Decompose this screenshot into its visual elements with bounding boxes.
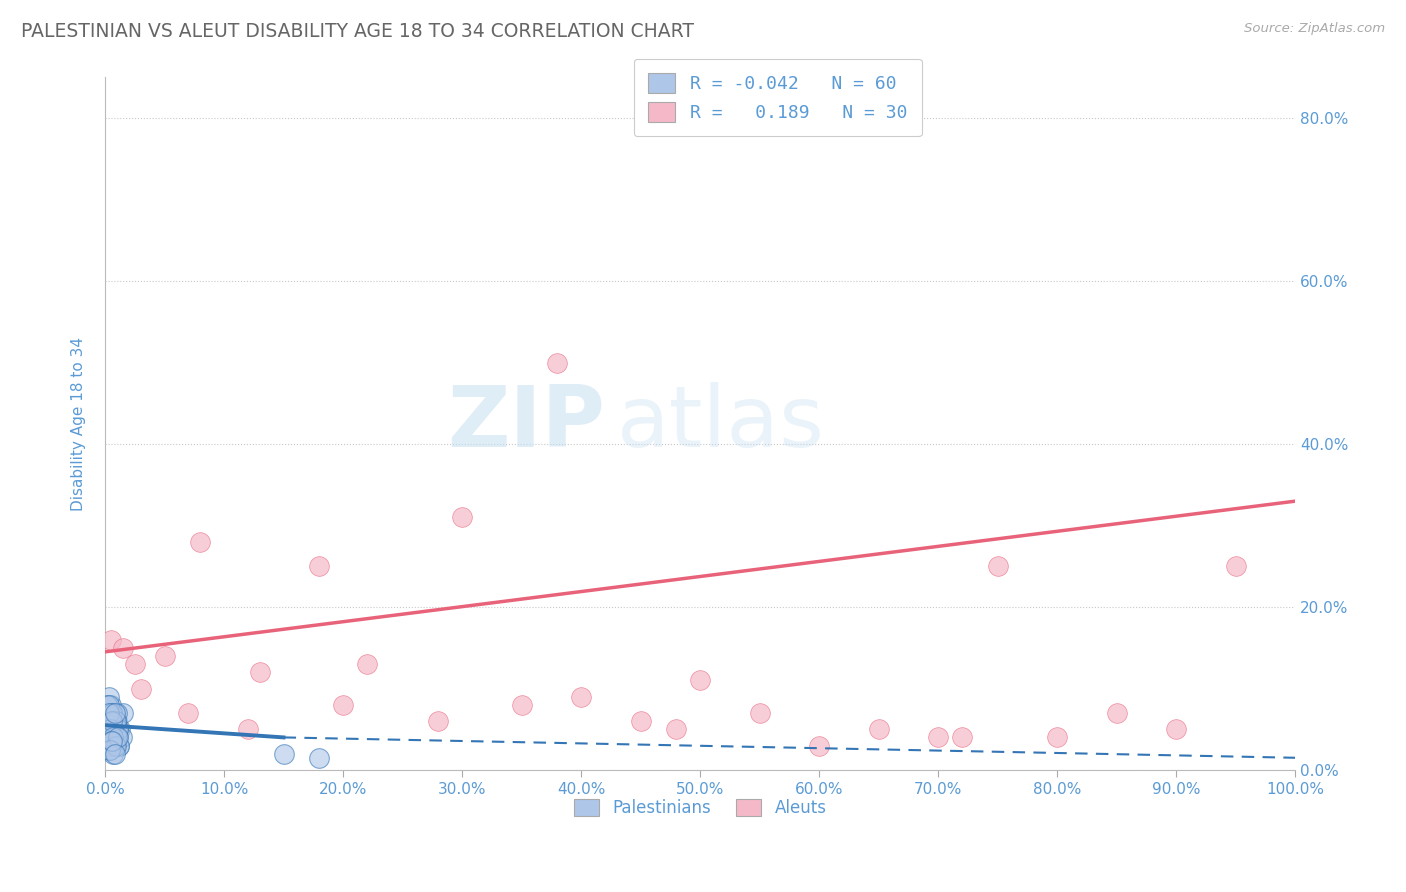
Point: [1105, 706, 1128, 720]
Point: [105, 731, 128, 745]
Legend: Palestinians, Aleuts: Palestinians, Aleuts: [568, 792, 834, 824]
Point: [630, 714, 652, 728]
Point: [510, 698, 533, 712]
Point: [124, 657, 146, 671]
Point: [96, 739, 118, 753]
Point: [101, 706, 124, 720]
Point: [101, 706, 124, 720]
Point: [569, 690, 592, 704]
Point: [249, 665, 271, 680]
Point: [308, 559, 330, 574]
Point: [108, 739, 131, 753]
Point: [451, 510, 474, 524]
Point: [97, 742, 120, 756]
Point: [1046, 731, 1069, 745]
Point: [101, 723, 124, 737]
Point: [129, 681, 152, 696]
Point: [97, 714, 120, 728]
Point: [100, 706, 122, 720]
Point: [107, 723, 129, 737]
Point: [100, 714, 122, 728]
Point: [101, 714, 124, 728]
Point: [111, 706, 134, 720]
Point: [356, 657, 378, 671]
Point: [308, 751, 330, 765]
Point: [97, 698, 120, 712]
Point: [107, 731, 129, 745]
Point: [665, 723, 688, 737]
Point: [98, 739, 121, 753]
Point: [103, 739, 125, 753]
Point: [748, 706, 770, 720]
Point: [96, 731, 118, 745]
Text: PALESTINIAN VS ALEUT DISABILITY AGE 18 TO 34 CORRELATION CHART: PALESTINIAN VS ALEUT DISABILITY AGE 18 T…: [21, 22, 695, 41]
Point: [103, 739, 125, 753]
Point: [236, 723, 259, 737]
Point: [103, 747, 125, 761]
Point: [950, 731, 973, 745]
Point: [107, 731, 129, 745]
Point: [98, 723, 121, 737]
Point: [101, 723, 124, 737]
Point: [100, 632, 122, 647]
Point: [987, 559, 1010, 574]
Point: [103, 739, 125, 753]
Point: [110, 723, 132, 737]
Text: atlas: atlas: [617, 382, 825, 466]
Point: [111, 731, 134, 745]
Point: [98, 714, 121, 728]
Point: [104, 714, 127, 728]
Point: [546, 356, 568, 370]
Point: [103, 731, 125, 745]
Point: [103, 723, 125, 737]
Point: [97, 723, 120, 737]
Point: [108, 739, 131, 753]
Point: [927, 731, 949, 745]
Y-axis label: Disability Age 18 to 34: Disability Age 18 to 34: [72, 336, 86, 511]
Point: [97, 706, 120, 720]
Point: [1225, 559, 1247, 574]
Point: [100, 734, 122, 748]
Point: [100, 739, 122, 753]
Point: [97, 690, 120, 704]
Point: [153, 648, 176, 663]
Point: [100, 731, 122, 745]
Point: [177, 706, 200, 720]
Text: ZIP: ZIP: [447, 382, 605, 466]
Point: [808, 739, 831, 753]
Text: Source: ZipAtlas.com: Source: ZipAtlas.com: [1244, 22, 1385, 36]
Point: [98, 731, 121, 745]
Point: [689, 673, 711, 688]
Point: [104, 739, 127, 753]
Point: [103, 723, 125, 737]
Point: [105, 706, 128, 720]
Point: [188, 534, 211, 549]
Point: [105, 731, 128, 745]
Point: [103, 706, 125, 720]
Point: [868, 723, 890, 737]
Point: [100, 731, 122, 745]
Point: [103, 714, 125, 728]
Point: [427, 714, 450, 728]
Point: [98, 714, 121, 728]
Point: [101, 734, 124, 748]
Point: [107, 723, 129, 737]
Point: [104, 723, 127, 737]
Point: [103, 731, 125, 745]
Point: [104, 714, 127, 728]
Point: [1166, 723, 1188, 737]
Point: [103, 706, 125, 720]
Point: [96, 698, 118, 712]
Point: [273, 747, 295, 761]
Point: [332, 698, 354, 712]
Point: [104, 731, 127, 745]
Point: [105, 714, 128, 728]
Point: [98, 742, 121, 756]
Point: [111, 640, 134, 655]
Point: [100, 698, 122, 712]
Point: [103, 747, 125, 761]
